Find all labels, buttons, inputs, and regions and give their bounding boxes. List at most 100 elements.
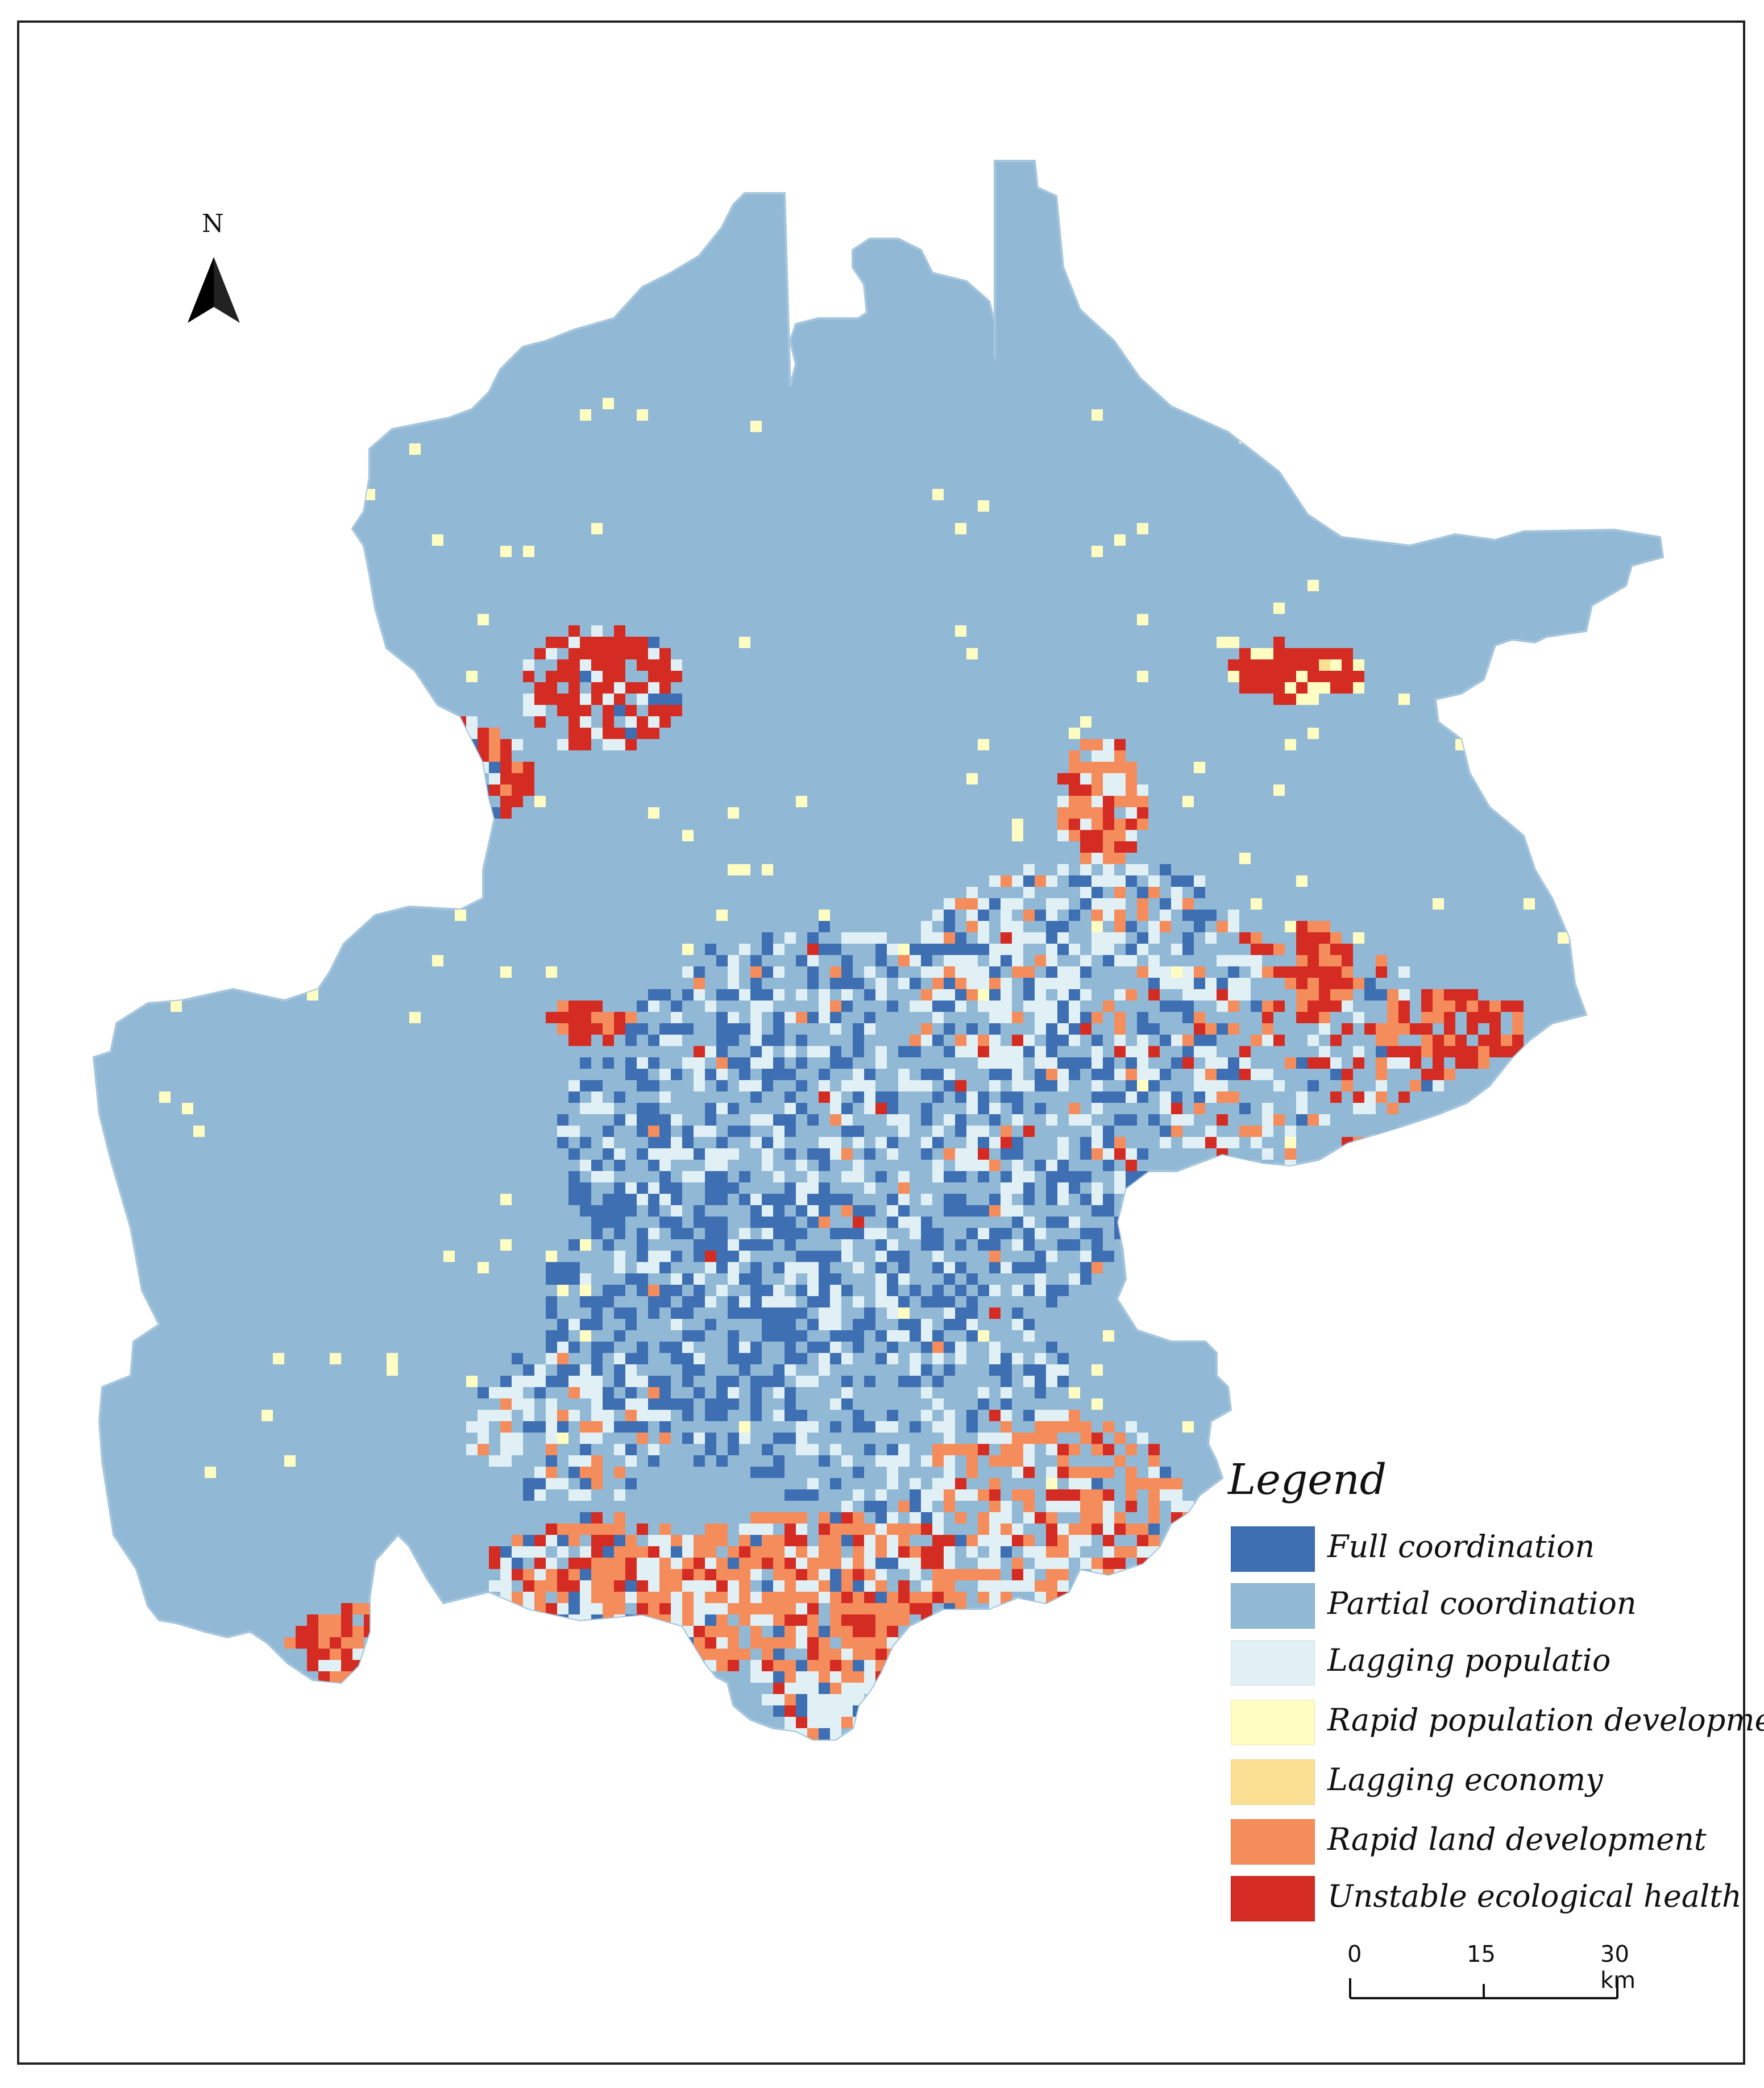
grid-cell-unstable-ecology <box>807 944 819 955</box>
grid-cell-rapid-population <box>682 944 694 955</box>
grid-cell-lagging-population <box>932 1489 944 1501</box>
grid-cell-partial <box>591 1262 603 1273</box>
grid-cell-rapid-land <box>1376 1091 1387 1103</box>
grid-cell-partial <box>807 1307 819 1319</box>
grid-cell-full <box>910 1421 921 1433</box>
grid-cell-rapid-population <box>387 1364 398 1376</box>
grid-cell-lagging-population <box>978 1160 989 1171</box>
grid-cell-full <box>659 1296 671 1307</box>
grid-cell-full <box>705 1239 716 1251</box>
grid-cell-lagging-population <box>1069 1001 1080 1012</box>
grid-cell-full <box>762 1307 773 1319</box>
grid-cell-lagging-population <box>1364 1091 1376 1103</box>
grid-cell-rapid-population <box>296 910 307 921</box>
grid-cell-full <box>910 1501 921 1512</box>
grid-cell-rapid-population <box>1137 523 1148 534</box>
grid-cell-partial <box>1012 1387 1023 1398</box>
grid-cell-lagging-population <box>750 1569 762 1580</box>
grid-cell-lagging-population <box>898 1069 910 1080</box>
grid-cell-rapid-population <box>1273 1262 1285 1273</box>
grid-cell-partial <box>785 955 796 966</box>
grid-cell-lagging-population <box>1205 932 1217 944</box>
grid-cell-full <box>625 1194 637 1205</box>
grid-cell-full <box>841 955 853 966</box>
grid-cell-rapid-land <box>898 1603 910 1614</box>
grid-cell-partial <box>568 1307 580 1319</box>
grid-cell-unstable-ecology <box>716 1580 728 1592</box>
grid-cell-partial <box>557 1103 568 1114</box>
grid-cell-lagging-population <box>1012 1285 1023 1296</box>
grid-cell-lagging-population <box>614 1148 625 1160</box>
grid-cell-full <box>705 1194 716 1205</box>
grid-cell-partial <box>910 1455 921 1467</box>
grid-cell-lagging-population <box>1012 955 1023 966</box>
grid-cell-rapid-land <box>1194 1012 1205 1023</box>
grid-cell-full <box>728 1376 739 1387</box>
grid-cell-full <box>705 1319 716 1330</box>
grid-cell-partial <box>750 1171 762 1182</box>
grid-cell-rapid-land <box>546 1614 557 1626</box>
grid-cell-rapid-land <box>694 1535 705 1546</box>
grid-cell-partial <box>785 1001 796 1012</box>
grid-cell-rapid-land <box>887 1660 898 1671</box>
grid-cell-partial <box>1262 955 1273 966</box>
grid-cell-partial <box>785 1035 796 1046</box>
grid-cell-rapid-land <box>955 898 966 910</box>
grid-cell-rapid-land <box>716 1569 728 1580</box>
grid-cell-lagging-population <box>875 1273 887 1285</box>
grid-cell-partial <box>1069 887 1080 898</box>
grid-cell-lagging-population <box>671 1592 682 1603</box>
grid-cell-rapid-land <box>671 1637 682 1649</box>
grid-cell-partial <box>1217 1160 1228 1171</box>
grid-cell-rapid-population <box>966 773 978 784</box>
grid-cell-rapid-land <box>944 966 955 978</box>
grid-cell-full <box>966 944 978 955</box>
grid-cell-full <box>785 1182 796 1194</box>
grid-cell-lagging-population <box>1046 1364 1057 1376</box>
grid-cell-lagging-population <box>1126 1194 1137 1205</box>
grid-cell-unstable-ecology <box>568 1580 580 1592</box>
grid-cell-full <box>989 1364 1001 1376</box>
grid-cell-lagging-population <box>1035 1285 1046 1296</box>
grid-cell-unstable-ecology <box>1126 1160 1137 1171</box>
grid-cell-rapid-land <box>1285 1148 1296 1160</box>
grid-cell-rapid-land <box>671 1569 682 1580</box>
grid-cell-full <box>966 1330 978 1342</box>
grid-cell-lagging-population <box>705 1126 716 1137</box>
grid-cell-partial <box>1137 1114 1148 1126</box>
grid-cell-full <box>819 1342 830 1353</box>
grid-cell-partial <box>1091 864 1103 875</box>
grid-cell-rapid-land <box>875 1660 887 1671</box>
grid-cell-full <box>671 1285 682 1296</box>
grid-cell-partial <box>978 955 989 966</box>
grid-cell-full <box>739 1194 750 1205</box>
grid-cell-partial <box>762 1171 773 1182</box>
grid-cell-lagging-population <box>955 1001 966 1012</box>
grid-cell-full <box>841 1376 853 1387</box>
grid-cell-partial <box>910 1103 921 1114</box>
grid-cell-partial <box>1126 1126 1137 1137</box>
grid-cell-partial <box>841 1273 853 1285</box>
grid-cell-lagging-population <box>864 1023 875 1035</box>
grid-cell-lagging-population <box>750 1080 762 1091</box>
grid-cell-full <box>819 1296 830 1307</box>
grid-cell-full <box>568 1171 580 1182</box>
grid-cell-full <box>841 1001 853 1012</box>
grid-cell-rapid-population <box>1148 1296 1160 1307</box>
grid-cell-lagging-population <box>1046 978 1057 989</box>
grid-cell-lagging-population <box>1103 1148 1114 1160</box>
grid-cell-lagging-population <box>728 1262 739 1273</box>
grid-cell-partial <box>1205 966 1217 978</box>
grid-cell-full <box>785 1069 796 1080</box>
grid-cell-lagging-population <box>1160 966 1171 978</box>
grid-cell-full <box>830 1421 841 1433</box>
grid-cell-lagging-population <box>978 921 989 932</box>
grid-cell-rapid-land <box>625 1626 637 1637</box>
grid-cell-partial <box>1228 944 1239 955</box>
grid-cell-lagging-population <box>1160 1137 1171 1148</box>
grid-cell-lagging-population <box>1057 978 1069 989</box>
grid-cell-partial <box>898 1512 910 1524</box>
grid-cell-full <box>1080 966 1091 978</box>
grid-cell-lagging-population <box>819 1319 830 1330</box>
grid-cell-lagging-population <box>762 1046 773 1057</box>
